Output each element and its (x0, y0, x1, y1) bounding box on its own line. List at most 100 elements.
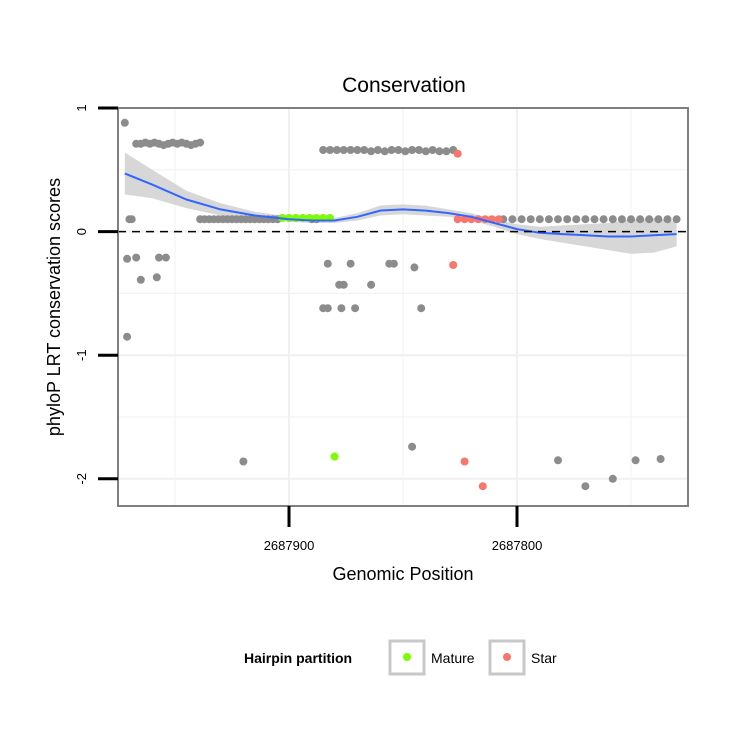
point-star (494, 215, 503, 224)
point-star (453, 215, 462, 224)
point-other (373, 146, 382, 154)
y-axis-title: phyloP LRT conservation scores (44, 178, 64, 436)
point-other (161, 253, 170, 262)
point-other (590, 215, 599, 224)
point-star (449, 261, 458, 269)
y-tick-label: 1 (74, 104, 89, 111)
point-other (421, 147, 430, 156)
legend-title: Hairpin partition (244, 650, 352, 666)
point-other (526, 215, 535, 224)
x-tick-label: 2687900 (264, 538, 315, 553)
point-other (380, 147, 389, 156)
point-other (155, 253, 163, 262)
point-other (367, 280, 376, 289)
point-other (123, 254, 132, 263)
chart-title: Conservation (342, 74, 466, 97)
point-other (346, 146, 355, 154)
point-other (435, 147, 444, 156)
point-other (353, 146, 362, 154)
point-star (460, 457, 469, 466)
y-tick-label: -2 (74, 473, 89, 485)
point-other (581, 482, 590, 491)
point-other (339, 280, 348, 289)
point-other (663, 215, 672, 224)
point-other (599, 215, 608, 224)
point-star (453, 149, 462, 158)
smooth-line-group (124, 172, 677, 238)
point-other (554, 215, 562, 224)
point-mature (291, 214, 300, 222)
legend-label-mature: Mature (431, 650, 475, 666)
point-other (120, 118, 129, 127)
point-other (508, 215, 517, 224)
confidence-band-area (124, 152, 677, 254)
point-other (554, 456, 562, 465)
y-tick-label: 0 (74, 228, 89, 235)
confidence-band (124, 152, 677, 254)
point-other (401, 147, 410, 156)
legend-key-star (488, 639, 526, 676)
point-other (563, 215, 572, 224)
point-mature (330, 452, 339, 461)
point-other (332, 146, 341, 154)
point-other (608, 215, 617, 224)
point-star (478, 482, 487, 491)
point-other (389, 259, 398, 268)
point-other (442, 147, 451, 156)
point-other (636, 215, 645, 224)
point-other (581, 215, 590, 224)
point-other (367, 147, 376, 156)
point-other (196, 138, 205, 147)
point-other (346, 259, 355, 268)
point-other (428, 146, 437, 154)
point-other (608, 474, 617, 483)
legend-dot-mature (403, 653, 411, 661)
plot-panel (117, 107, 689, 507)
point-other (544, 215, 553, 224)
point-other (654, 215, 663, 224)
point-other (323, 259, 332, 268)
point-other (394, 146, 403, 154)
point-other (323, 304, 332, 313)
point-other (339, 146, 348, 154)
y-tick-label: -1 (74, 349, 89, 361)
legend-dot-star (503, 653, 511, 661)
point-other (239, 457, 248, 466)
point-other (408, 442, 417, 451)
x-axis: 2687900 2687800 (264, 506, 543, 553)
point-other (410, 263, 419, 272)
point-other (535, 215, 544, 224)
point-other (672, 215, 681, 224)
point-other (132, 253, 141, 262)
legend-label-star: Star (531, 650, 557, 666)
point-other (319, 146, 328, 154)
x-axis-title: Genomic Position (332, 564, 473, 584)
legend: Hairpin partition Mature Star (244, 639, 557, 676)
point-other (351, 304, 360, 313)
point-other (136, 275, 145, 284)
point-star (460, 215, 469, 224)
point-other (408, 146, 417, 154)
point-other (617, 215, 626, 224)
grid-lines (118, 108, 688, 506)
point-other (572, 215, 581, 224)
point-other (417, 304, 426, 313)
panel-border (117, 107, 689, 507)
point-other (152, 273, 161, 282)
point-other (631, 456, 640, 465)
point-other (123, 332, 132, 341)
point-other (360, 146, 369, 154)
points-other (120, 118, 681, 491)
point-other (517, 215, 526, 224)
smooth-line (124, 172, 677, 238)
point-other (127, 215, 136, 224)
point-other (337, 304, 346, 313)
point-other (627, 215, 635, 224)
point-other (656, 455, 665, 463)
point-other (415, 146, 423, 154)
y-axis: -2 -1 0 1 (74, 104, 118, 485)
point-other (326, 146, 334, 154)
point-other (645, 215, 654, 224)
x-tick-label: 2687800 (492, 538, 543, 553)
